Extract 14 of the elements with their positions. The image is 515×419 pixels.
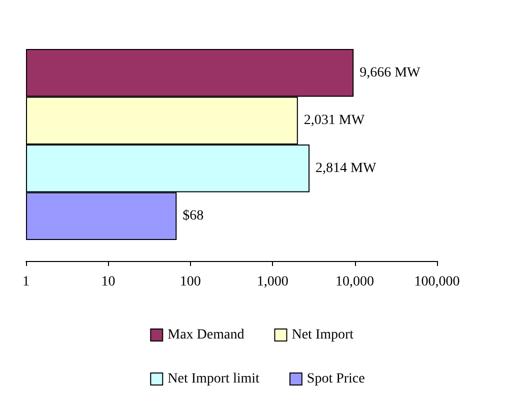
data-label: $68 — [182, 208, 204, 224]
x-tick-label: 100 — [180, 274, 201, 290]
x-tick-label: 10 — [101, 274, 116, 290]
x-tick-label: 1,000 — [256, 274, 288, 290]
legend-label: Spot Price — [306, 372, 365, 386]
data-label: 2,031 MW — [304, 113, 366, 128]
x-tick-label: 10,000 — [336, 274, 374, 290]
x-tick-label: 100,000 — [414, 274, 460, 290]
legend-label: Max Demand — [168, 328, 244, 342]
data-label: 9,666 MW — [360, 65, 422, 80]
x-tick-label: 1 — [22, 274, 30, 290]
legend-label: Net Import — [292, 328, 354, 342]
data-label: 2,814 MW — [316, 160, 377, 176]
legend-label: Net Import limit — [168, 372, 260, 386]
